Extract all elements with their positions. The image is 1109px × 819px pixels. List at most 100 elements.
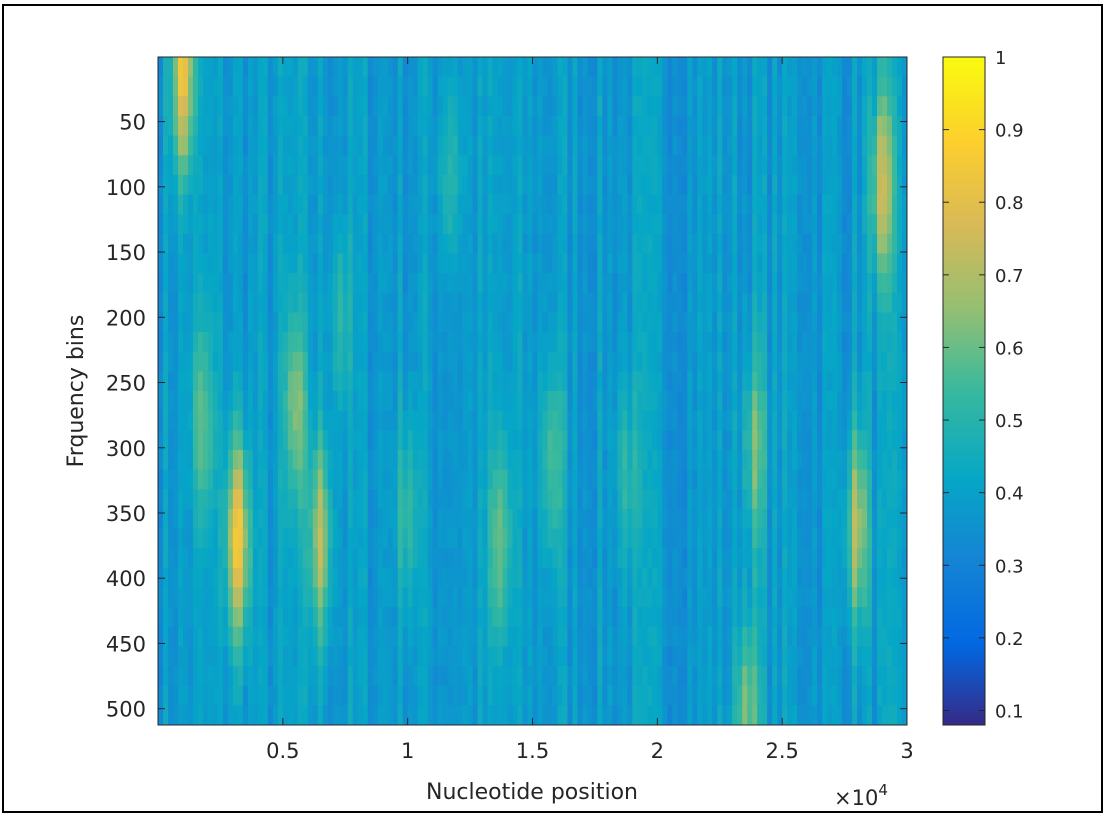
heatmap-cell <box>562 626 569 648</box>
heatmap-cell <box>652 332 658 353</box>
heatmap-cell <box>267 646 274 667</box>
heatmap-cell <box>702 508 708 530</box>
heatmap-cell <box>287 214 294 235</box>
heatmap-cell <box>282 57 289 78</box>
heatmap-cell <box>207 312 214 333</box>
heatmap-cell <box>802 253 808 274</box>
heatmap-cell <box>802 214 808 235</box>
heatmap-cell <box>272 96 279 117</box>
heatmap-cell <box>182 174 189 196</box>
heatmap-cell <box>612 312 618 333</box>
heatmap-cell <box>262 548 269 569</box>
heatmap-cell <box>457 646 464 667</box>
heatmap-cell <box>327 685 334 706</box>
heatmap-cell <box>742 194 748 215</box>
heatmap-cell <box>822 410 828 431</box>
heatmap-cell <box>452 685 459 706</box>
heatmap-cell <box>617 528 623 549</box>
heatmap-cell <box>822 528 828 549</box>
heatmap-cell <box>297 705 304 725</box>
heatmap-cell <box>187 489 194 510</box>
heatmap-cell <box>432 292 439 314</box>
heatmap-cell <box>547 548 554 569</box>
heatmap-cell <box>632 115 638 137</box>
heatmap-cell <box>642 312 648 333</box>
heatmap-cell <box>557 430 564 451</box>
heatmap-cell <box>362 391 369 412</box>
heatmap-cell <box>812 469 818 490</box>
heatmap-cell <box>547 233 554 255</box>
heatmap-cell <box>792 607 798 628</box>
heatmap-cell <box>857 76 863 97</box>
heatmap-cell <box>592 76 599 97</box>
heatmap-cell <box>492 273 499 294</box>
heatmap-cell <box>397 332 404 353</box>
heatmap-cell <box>682 666 688 687</box>
heatmap-cell <box>662 273 668 294</box>
heatmap-cell <box>567 548 574 569</box>
heatmap-cell <box>352 312 359 333</box>
heatmap-cell <box>247 666 254 687</box>
heatmap-cell <box>767 194 773 215</box>
heatmap-cell <box>237 76 244 97</box>
heatmap-cell <box>192 351 199 372</box>
heatmap-cell <box>652 351 658 372</box>
heatmap-cell <box>337 135 344 156</box>
heatmap-cell <box>282 194 289 215</box>
heatmap-cell <box>742 253 748 274</box>
heatmap-cell <box>427 548 434 569</box>
heatmap-cell <box>477 135 484 156</box>
heatmap-cell <box>887 685 893 706</box>
heatmap-cell <box>717 607 723 628</box>
heatmap-cell <box>692 567 698 589</box>
heatmap-cell <box>837 312 843 333</box>
heatmap-cell <box>177 351 184 372</box>
heatmap-cell <box>382 233 389 255</box>
heatmap-cell <box>332 96 339 117</box>
heatmap-cell <box>507 685 514 706</box>
heatmap-cell <box>777 607 783 628</box>
heatmap-cell <box>617 508 623 530</box>
heatmap-cell <box>497 489 504 510</box>
heatmap-cell <box>237 548 244 569</box>
heatmap-cell <box>167 371 174 392</box>
heatmap-cell <box>552 607 559 628</box>
heatmap-cell <box>317 135 324 156</box>
heatmap-cell <box>752 430 758 451</box>
heatmap-cell <box>272 253 279 274</box>
heatmap-cell <box>497 410 504 431</box>
heatmap-cell <box>777 646 783 667</box>
heatmap-cell <box>507 96 514 117</box>
heatmap-cell <box>282 685 289 706</box>
heatmap-cell <box>352 351 359 372</box>
heatmap-cell <box>447 607 454 628</box>
heatmap-cell <box>807 587 813 608</box>
heatmap-cell <box>727 214 733 235</box>
heatmap-cell <box>582 292 589 314</box>
heatmap-cell <box>337 567 344 589</box>
heatmap-cell <box>482 587 489 608</box>
heatmap-cell <box>317 528 324 549</box>
heatmap-cell <box>312 214 319 235</box>
heatmap-cell <box>392 567 399 589</box>
heatmap-cell <box>432 351 439 372</box>
heatmap-cell <box>412 705 419 725</box>
heatmap-cell <box>877 666 883 687</box>
heatmap-cell <box>642 351 648 372</box>
heatmap-cell <box>742 646 748 667</box>
heatmap-cell <box>607 508 613 530</box>
heatmap-cell <box>287 469 294 490</box>
heatmap-cell <box>342 273 349 294</box>
heatmap-cell <box>852 430 858 451</box>
heatmap-cell <box>887 646 893 667</box>
heatmap-cell <box>257 449 264 471</box>
heatmap-cell <box>847 194 853 215</box>
heatmap-cell <box>657 449 663 471</box>
heatmap-cell <box>832 273 838 294</box>
heatmap-cell <box>517 430 524 451</box>
heatmap-cell <box>762 332 768 353</box>
heatmap-cell <box>517 587 524 608</box>
heatmap-cell <box>337 174 344 196</box>
heatmap-cell <box>582 607 589 628</box>
heatmap-cell <box>197 233 204 255</box>
